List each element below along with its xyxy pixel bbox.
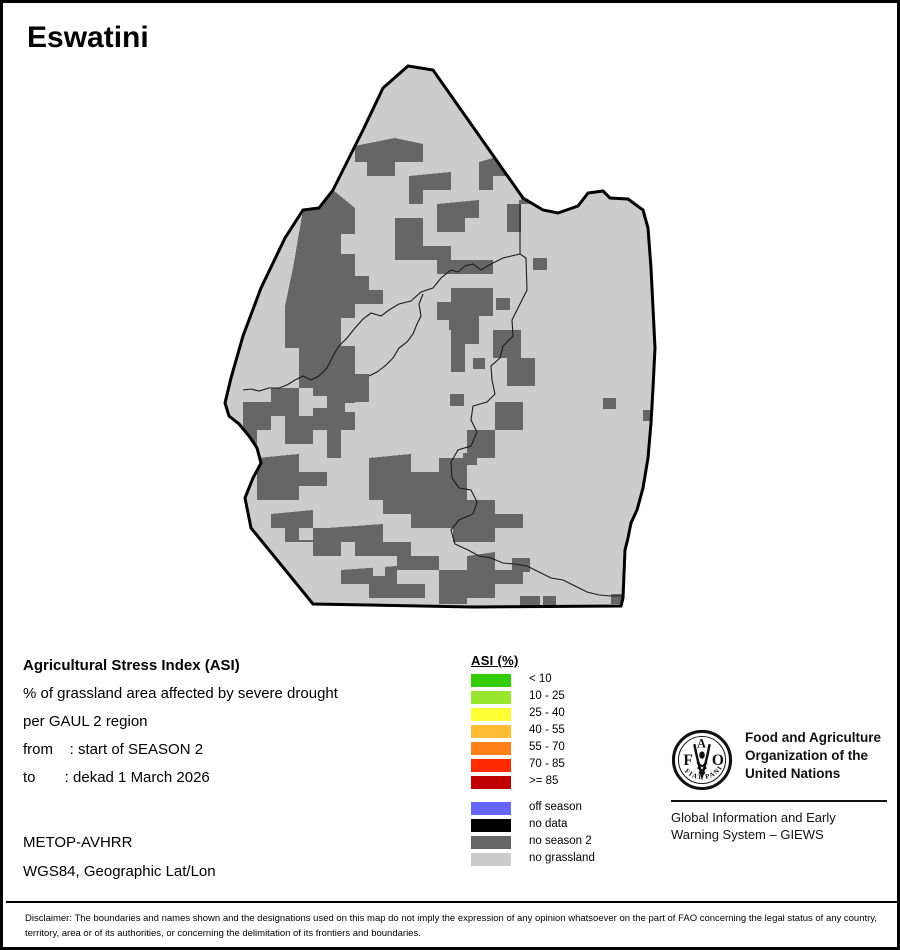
- legend-label: 70 - 85: [529, 758, 565, 771]
- no-season2-raster: [243, 138, 655, 607]
- giews-line1: Global Information and Early: [671, 810, 836, 825]
- svg-text:O: O: [712, 752, 724, 769]
- legend-item: 25 - 40: [471, 707, 641, 721]
- fao-org-line2: Organization of the: [745, 747, 868, 763]
- legend-label: 10 - 25: [529, 690, 565, 703]
- svg-text:A: A: [697, 737, 706, 751]
- legend-label: 40 - 55: [529, 724, 565, 737]
- fao-org-name: Food and Agriculture Organization of the…: [745, 729, 881, 783]
- fao-divider: [671, 800, 887, 802]
- admin-boundaries: [242, 200, 622, 597]
- projection-label: WGS84, Geographic Lat/Lon: [23, 863, 216, 880]
- legend-label: 25 - 40: [529, 707, 565, 720]
- legend-swatch: [471, 835, 511, 849]
- legend-label: < 10: [529, 673, 552, 686]
- asi-description-line2: per GAUL 2 region: [23, 713, 148, 730]
- page-title: Eswatini: [27, 21, 149, 54]
- legend-swatch: [471, 852, 511, 866]
- legend-swatch: [471, 707, 511, 721]
- legend: ASI (%) < 10 10 - 25 25 - 40 40 - 55 55 …: [471, 653, 641, 869]
- legend-swatch: [471, 801, 511, 815]
- info-block: Agricultural Stress Index (ASI) % of gra…: [23, 658, 453, 798]
- legend-swatch: [471, 758, 511, 772]
- legend-item-special: no grassland: [471, 852, 641, 866]
- legend-label: >= 85: [529, 775, 559, 788]
- fao-org-line1: Food and Agriculture: [745, 730, 881, 745]
- svg-text:F: F: [683, 752, 692, 769]
- legend-label: no data: [529, 818, 568, 831]
- grassland-holes: [299, 264, 496, 576]
- fao-org-line3: United Nations: [745, 765, 841, 781]
- map-canvas: [3, 58, 897, 633]
- legend-label: no grassland: [529, 852, 595, 865]
- legend-swatch: [471, 775, 511, 789]
- disclaimer-divider: [6, 901, 897, 903]
- legend-swatch: [471, 673, 511, 687]
- legend-item: 70 - 85: [471, 758, 641, 772]
- legend-label: no season 2: [529, 835, 592, 848]
- asi-description-line1: % of grassland area affected by severe d…: [23, 685, 338, 702]
- legend-swatch: [471, 724, 511, 738]
- period-from: from : start of SEASON 2: [23, 741, 204, 758]
- giews-name: Global Information and Early Warning Sys…: [671, 809, 887, 843]
- legend-swatch: [471, 741, 511, 755]
- legend-item: 10 - 25: [471, 690, 641, 704]
- sensor-label: METOP-AVHRR: [23, 834, 133, 851]
- legend-item-special: no season 2: [471, 835, 641, 849]
- fao-branding: F A O FIAT PANIS: [668, 724, 887, 843]
- giews-line2: Warning System – GIEWS: [671, 827, 824, 843]
- legend-item-special: off season: [471, 801, 641, 815]
- legend-swatch: [471, 818, 511, 832]
- legend-label: 55 - 70: [529, 741, 565, 754]
- fao-logo-icon: F A O FIAT PANIS: [668, 724, 733, 791]
- legend-title: ASI (%): [471, 653, 519, 668]
- legend-swatch: [471, 690, 511, 704]
- legend-item: >= 85: [471, 775, 641, 789]
- legend-item: 40 - 55: [471, 724, 641, 738]
- source-block: METOP-AVHRR WGS84, Geographic Lat/Lon: [23, 835, 216, 893]
- map-base-fill: [225, 66, 655, 607]
- legend-item: 55 - 70: [471, 741, 641, 755]
- legend-label: off season: [529, 801, 582, 814]
- eswatini-map-svg: [223, 64, 657, 609]
- legend-item: < 10: [471, 673, 641, 687]
- legend-item-special: no data: [471, 818, 641, 832]
- disclaimer-text: Disclaimer: The boundaries and names sho…: [25, 913, 877, 940]
- country-border: [223, 64, 657, 609]
- asi-heading: Agricultural Stress Index (ASI): [23, 657, 240, 674]
- legend-spacer: [471, 792, 641, 801]
- period-to: to : dekad 1 March 2026: [23, 769, 210, 786]
